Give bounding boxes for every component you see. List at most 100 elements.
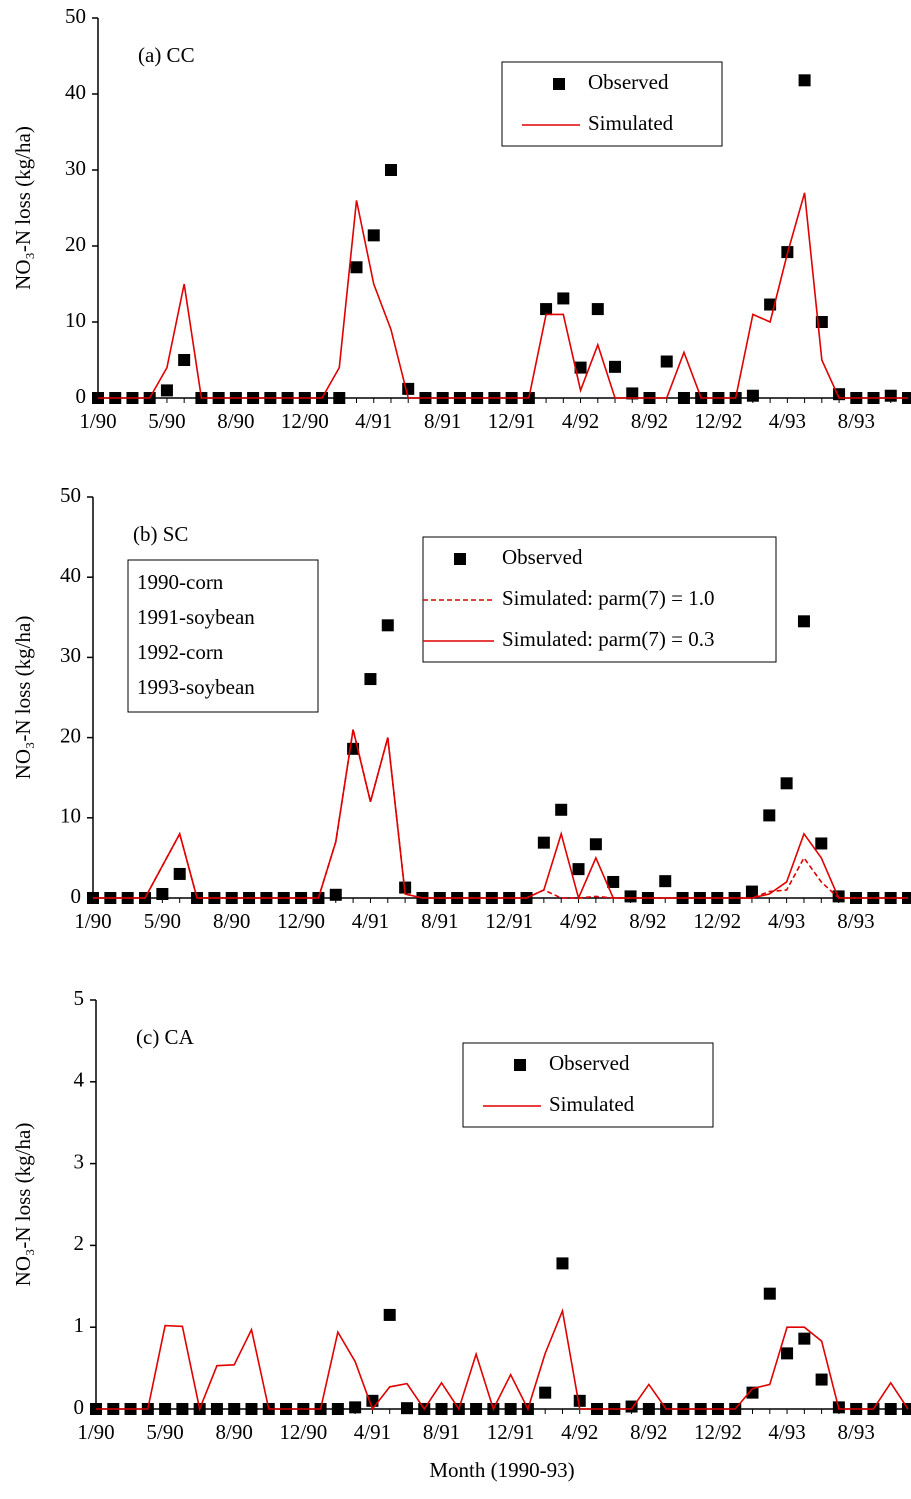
legend-box <box>501 61 723 147</box>
observed-marker <box>781 1347 794 1360</box>
legend-label: Observed <box>588 70 669 94</box>
y-tick-label: 1 <box>74 1313 85 1337</box>
observed-marker <box>159 1403 172 1415</box>
x-tick-label: 1/90 <box>74 909 111 933</box>
panel-title: (b) SC <box>133 522 188 546</box>
observed-marker <box>331 1403 344 1415</box>
observed-marker <box>384 164 397 176</box>
x-tick-label: 4/91 <box>354 1420 391 1444</box>
observed-marker <box>210 1403 223 1415</box>
x-tick-label: 5/90 <box>146 1420 183 1444</box>
x-tick-label: 4/91 <box>352 909 389 933</box>
y-tick-label: 0 <box>71 884 82 908</box>
observed-marker <box>763 1287 776 1300</box>
legend-box <box>462 1042 714 1128</box>
observed-marker <box>798 74 811 87</box>
observed-marker <box>677 392 690 404</box>
x-tick-label: 4/93 <box>768 909 805 933</box>
observed-marker <box>245 1403 258 1415</box>
x-tick-label: 8/90 <box>217 409 254 433</box>
observed-marker <box>329 888 342 901</box>
observed-marker <box>798 1332 811 1345</box>
observed-marker <box>815 837 828 850</box>
legend-label: Simulated: parm(7) = 1.0 <box>502 586 714 610</box>
x-tick-label: 4/91 <box>355 409 392 433</box>
x-tick-label: 8/90 <box>216 1420 253 1444</box>
observed-marker <box>642 1403 655 1415</box>
observed-marker <box>884 1403 897 1415</box>
y-tick-label: 10 <box>60 804 81 828</box>
observed-marker <box>537 836 550 849</box>
observed-marker <box>574 361 587 374</box>
x-tick-label: 12/92 <box>693 909 741 933</box>
observed-marker <box>350 261 363 274</box>
observed-marker <box>589 838 602 851</box>
observed-marker <box>556 1257 569 1270</box>
y-axis-label: NO₃-N loss (kg/ha) <box>11 616 35 780</box>
observed-marker <box>609 360 622 373</box>
x-tick-label: 4/92 <box>562 409 599 433</box>
observed-marker <box>381 619 394 632</box>
observed-marker <box>557 292 570 305</box>
legend-label: Simulated <box>588 111 674 135</box>
observed-marker <box>746 1386 759 1399</box>
x-tick-label: 8/92 <box>631 409 668 433</box>
y-tick-label: 4 <box>74 1068 85 1092</box>
observed-marker <box>383 1308 396 1321</box>
annotation: 1991-soybean <box>137 605 255 629</box>
observed-marker <box>572 863 585 876</box>
x-tick-label: 8/91 <box>423 1420 460 1444</box>
x-tick-label: 12/90 <box>281 409 329 433</box>
y-tick-label: 50 <box>60 483 81 507</box>
y-tick-label: 5 <box>74 986 85 1010</box>
simulated-line <box>93 729 908 899</box>
observed-marker <box>902 1403 911 1415</box>
x-tick-label: 8/90 <box>213 909 250 933</box>
y-tick-label: 50 <box>65 4 86 28</box>
observed-marker <box>228 1403 241 1415</box>
y-axis-label: NO₃-N loss (kg/ha) <box>11 1123 35 1287</box>
y-tick-label: 20 <box>65 232 86 256</box>
x-tick-label: 8/91 <box>421 909 458 933</box>
x-tick-label: 5/90 <box>148 409 185 433</box>
observed-marker <box>435 1403 448 1415</box>
legend-label: Observed <box>502 545 583 569</box>
x-tick-label: 4/92 <box>561 1420 598 1444</box>
legend-marker <box>553 78 565 90</box>
y-tick-label: 40 <box>65 80 86 104</box>
observed-marker <box>780 777 793 790</box>
observed-marker <box>884 389 897 402</box>
observed-marker <box>504 1403 517 1415</box>
x-tick-label: 12/90 <box>279 1420 327 1444</box>
legend-marker <box>514 1059 526 1071</box>
x-tick-label: 12/92 <box>694 1420 742 1444</box>
x-tick-label: 8/93 <box>837 909 874 933</box>
simulated-line <box>93 729 908 901</box>
x-tick-label: 1/90 <box>77 1420 114 1444</box>
y-tick-label: 40 <box>60 563 81 587</box>
x-tick-label: 8/91 <box>424 409 461 433</box>
y-axis-label: NO₃-N loss (kg/ha) <box>11 126 35 290</box>
panel-title: (c) CA <box>136 1025 195 1049</box>
y-tick-label: 0 <box>76 384 87 408</box>
observed-marker <box>366 1394 379 1407</box>
legend-label: Observed <box>549 1051 630 1075</box>
observed-marker <box>591 303 604 316</box>
y-tick-label: 3 <box>74 1149 85 1173</box>
simulated-line <box>96 1307 909 1412</box>
annotation: 1990-corn <box>137 570 224 594</box>
x-tick-label: 4/93 <box>769 409 806 433</box>
observed-marker <box>626 387 639 400</box>
observed-marker <box>176 1403 189 1415</box>
x-tick-label: 4/92 <box>560 909 597 933</box>
observed-marker <box>333 392 346 404</box>
observed-marker <box>555 803 568 816</box>
legend-marker <box>454 553 466 565</box>
x-tick-label: 5/90 <box>144 909 181 933</box>
x-tick-label: 12/90 <box>277 909 325 933</box>
observed-marker <box>400 1402 413 1415</box>
y-tick-label: 20 <box>60 723 81 747</box>
observed-marker <box>540 303 553 316</box>
y-tick-label: 0 <box>74 1395 85 1419</box>
observed-marker <box>746 389 759 402</box>
